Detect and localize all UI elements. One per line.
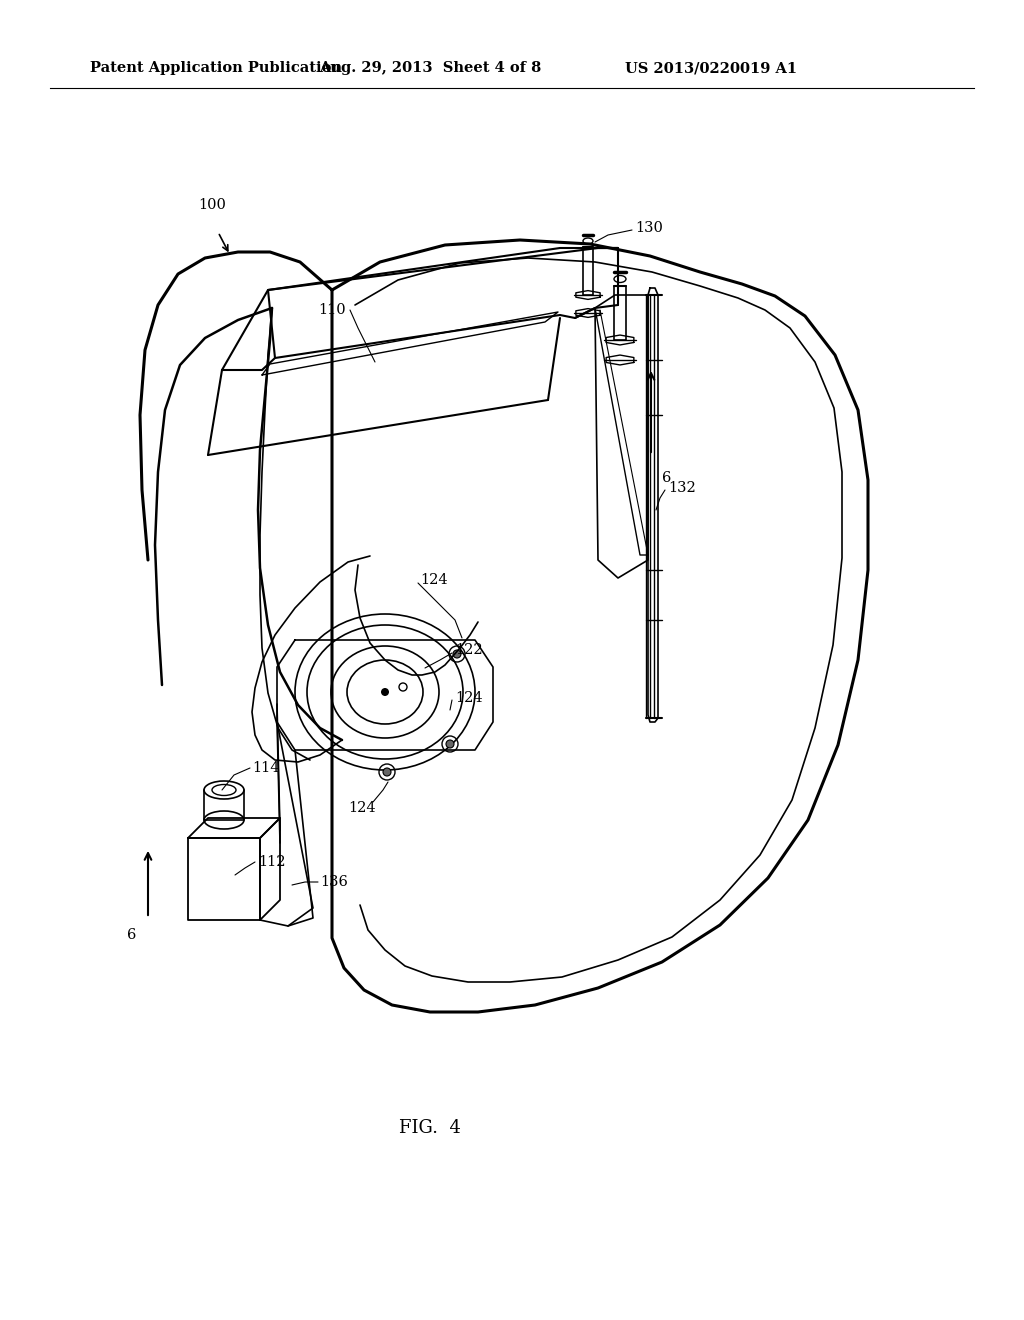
Text: Patent Application Publication: Patent Application Publication [90, 61, 342, 75]
Text: 124: 124 [348, 801, 376, 814]
Circle shape [381, 688, 389, 696]
Text: 6: 6 [662, 471, 672, 484]
Circle shape [453, 649, 461, 657]
Text: 112: 112 [258, 855, 286, 869]
Circle shape [446, 741, 454, 748]
Text: 100: 100 [198, 198, 226, 213]
Circle shape [383, 768, 391, 776]
Text: US 2013/0220019 A1: US 2013/0220019 A1 [625, 61, 797, 75]
Text: Aug. 29, 2013  Sheet 4 of 8: Aug. 29, 2013 Sheet 4 of 8 [318, 61, 541, 75]
Text: 124: 124 [420, 573, 447, 587]
Text: 130: 130 [635, 220, 663, 235]
Text: 122: 122 [455, 643, 482, 657]
Text: 110: 110 [318, 304, 346, 317]
Text: 6: 6 [127, 928, 136, 942]
Text: 114: 114 [252, 762, 280, 775]
Text: 132: 132 [668, 480, 695, 495]
Text: 124: 124 [455, 690, 482, 705]
Text: FIG.  4: FIG. 4 [399, 1119, 461, 1137]
Text: 136: 136 [319, 875, 348, 888]
